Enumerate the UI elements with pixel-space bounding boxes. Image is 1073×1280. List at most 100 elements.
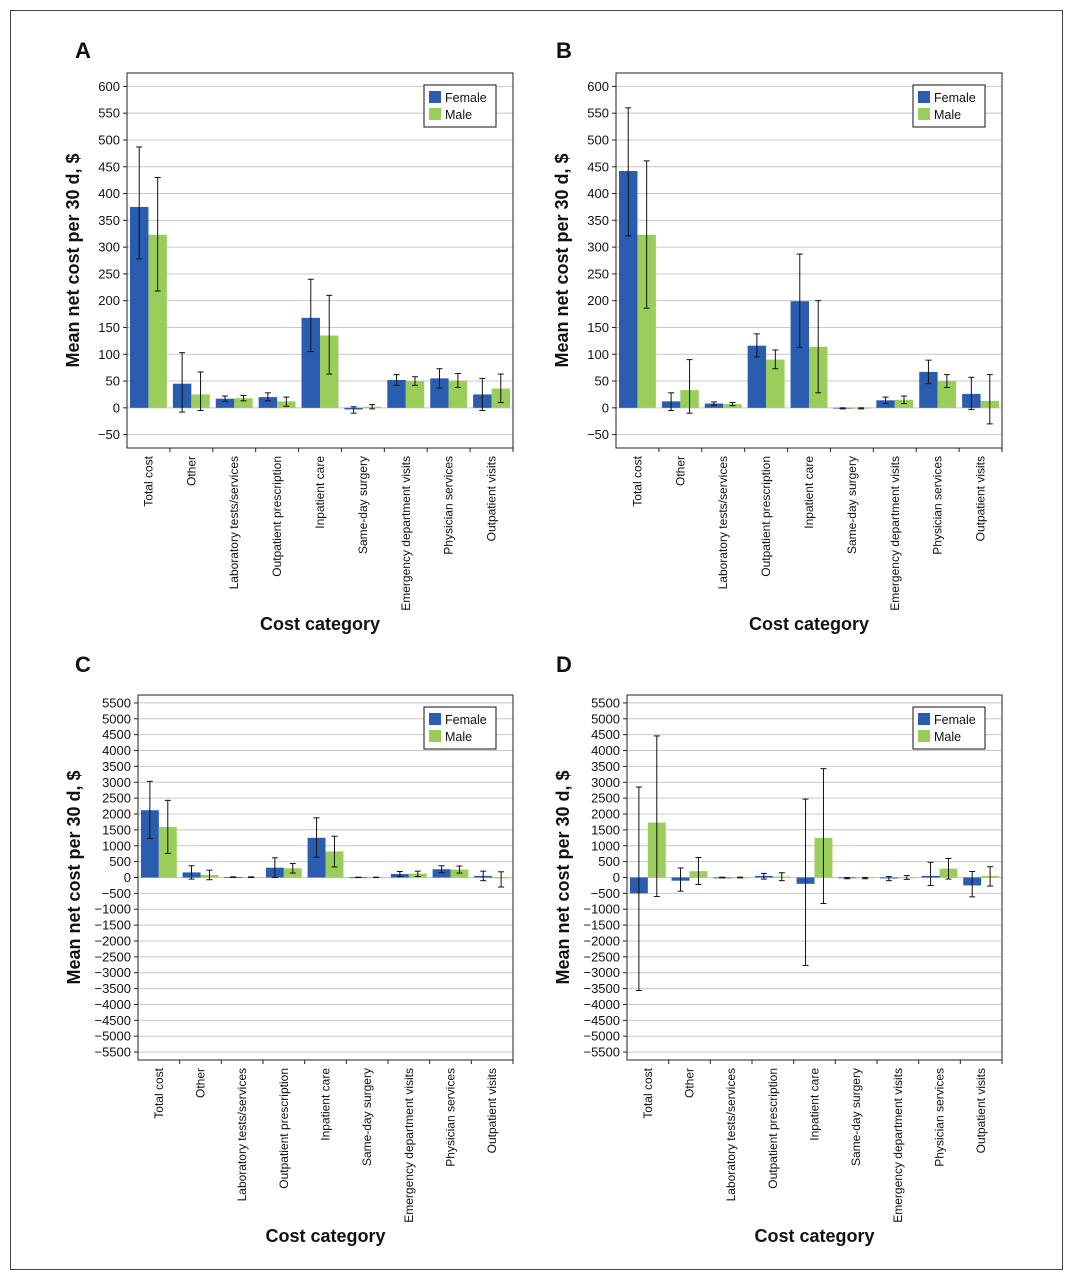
panel-label: D xyxy=(556,652,572,677)
y-tick-label: 50 xyxy=(595,374,609,389)
x-axis-title: Cost category xyxy=(265,1226,385,1246)
y-tick-label: 350 xyxy=(587,213,609,228)
legend-label: Female xyxy=(445,713,487,727)
x-tick-label: Inpatient care xyxy=(808,1068,822,1141)
bar-female xyxy=(215,398,235,408)
y-tick-label: 5000 xyxy=(102,711,131,726)
y-tick-label: −500 xyxy=(102,886,131,901)
x-tick-label: Total cost xyxy=(141,455,155,506)
y-tick-label: 400 xyxy=(587,186,609,201)
y-tick-label: −2000 xyxy=(94,933,131,948)
y-tick-label: 500 xyxy=(109,854,131,869)
x-tick-label: Outpatient prescription xyxy=(759,456,773,577)
bar-male xyxy=(766,359,785,408)
x-tick-label: Laboratory tests/services xyxy=(235,1068,249,1201)
y-tick-label: 200 xyxy=(587,293,609,308)
legend-swatch xyxy=(429,730,441,742)
y-tick-label: 500 xyxy=(598,854,620,869)
legend-swatch xyxy=(918,713,930,725)
y-tick-label: 500 xyxy=(587,132,609,147)
y-tick-label: −4500 xyxy=(583,1013,620,1028)
y-tick-label: 250 xyxy=(98,266,120,281)
bar-female xyxy=(790,301,809,408)
x-tick-label: Outpatient prescription xyxy=(270,456,284,577)
bar-male xyxy=(448,380,468,408)
x-axis-title: Cost category xyxy=(754,1226,874,1246)
y-tick-label: −1000 xyxy=(583,902,620,917)
bar-male xyxy=(234,398,253,408)
y-tick-label: 3000 xyxy=(102,775,131,790)
legend-swatch xyxy=(918,730,930,742)
bar-female xyxy=(430,378,449,408)
bar-female xyxy=(258,397,278,408)
figure-frame xyxy=(10,10,1063,1270)
x-tick-label: Outpatient visits xyxy=(485,1068,499,1153)
y-tick-label: 4000 xyxy=(591,743,620,758)
x-tick-label: Inpatient care xyxy=(802,456,816,529)
chart-panel-d: D550050004500400035003000250020001500100… xyxy=(553,652,1003,1246)
x-tick-label: Total cost xyxy=(641,1067,655,1118)
y-tick-label: −1500 xyxy=(583,918,620,933)
y-tick-label: 0 xyxy=(602,400,609,415)
y-tick-label: −4500 xyxy=(94,1013,131,1028)
y-tick-label: 300 xyxy=(587,240,609,255)
x-tick-label: Emergency department visits xyxy=(399,456,413,611)
legend-label: Male xyxy=(934,730,961,744)
y-tick-label: 3000 xyxy=(591,775,620,790)
y-tick-label: 150 xyxy=(587,320,609,335)
y-tick-label: −4000 xyxy=(583,997,620,1012)
y-tick-label: 100 xyxy=(587,347,609,362)
x-tick-label: Inpatient care xyxy=(313,456,327,529)
bar-female xyxy=(747,345,767,408)
x-tick-label: Physician services xyxy=(444,1068,458,1167)
x-tick-label: Outpatient visits xyxy=(485,456,499,541)
plot-frame xyxy=(126,72,514,449)
x-axis-title: Cost category xyxy=(749,614,869,634)
x-tick-label: Other xyxy=(194,1068,208,1098)
x-tick-label: Same-day surgery xyxy=(849,1068,863,1166)
bar-female xyxy=(876,400,895,408)
chart-panel-b: B600550500450400350300250200150100500−50… xyxy=(552,38,1003,634)
y-tick-label: −500 xyxy=(591,886,620,901)
bar-female xyxy=(619,171,638,408)
x-tick-label: Physician services xyxy=(931,456,945,555)
y-tick-label: 2500 xyxy=(102,791,131,806)
plot-frame xyxy=(615,72,1003,449)
y-tick-label: 600 xyxy=(587,79,609,94)
x-tick-label: Other xyxy=(673,456,687,486)
y-tick-label: −5500 xyxy=(583,1045,620,1060)
y-tick-label: 400 xyxy=(98,186,120,201)
x-tick-label: Total cost xyxy=(152,1067,166,1118)
y-tick-label: 150 xyxy=(98,320,120,335)
x-tick-label: Laboratory tests/services xyxy=(724,1068,738,1201)
y-tick-label: 4500 xyxy=(102,727,131,742)
x-tick-label: Emergency department visits xyxy=(891,1068,905,1223)
x-tick-label: Laboratory tests/services xyxy=(227,456,241,589)
y-axis-title: Mean net cost per 30 d, $ xyxy=(63,153,83,367)
y-tick-label: 600 xyxy=(98,79,120,94)
legend-swatch xyxy=(429,713,441,725)
y-tick-label: 5000 xyxy=(591,711,620,726)
x-tick-label: Outpatient prescription xyxy=(766,1068,780,1189)
legend-label: Male xyxy=(445,730,472,744)
x-tick-label: Outpatient prescription xyxy=(277,1068,291,1189)
y-tick-label: 1500 xyxy=(591,822,620,837)
y-tick-label: 2000 xyxy=(591,807,620,822)
chart-panel-a: A600550500450400350300250200150100500−50… xyxy=(63,38,514,634)
x-tick-label: Emergency department visits xyxy=(888,456,902,611)
y-tick-label: −1500 xyxy=(94,918,131,933)
y-tick-label: 350 xyxy=(98,213,120,228)
y-tick-label: 5500 xyxy=(102,695,131,710)
y-tick-label: 1000 xyxy=(102,838,131,853)
y-tick-label: −4000 xyxy=(94,997,131,1012)
y-tick-label: 300 xyxy=(98,240,120,255)
bar-female xyxy=(140,810,159,878)
panel-label: B xyxy=(556,38,572,63)
y-tick-label: −3000 xyxy=(583,965,620,980)
y-axis-title: Mean net cost per 30 d, $ xyxy=(64,770,84,984)
y-tick-label: 450 xyxy=(98,159,120,174)
y-tick-label: −5000 xyxy=(583,1029,620,1044)
y-tick-label: −5500 xyxy=(94,1045,131,1060)
legend-label: Male xyxy=(934,108,961,122)
